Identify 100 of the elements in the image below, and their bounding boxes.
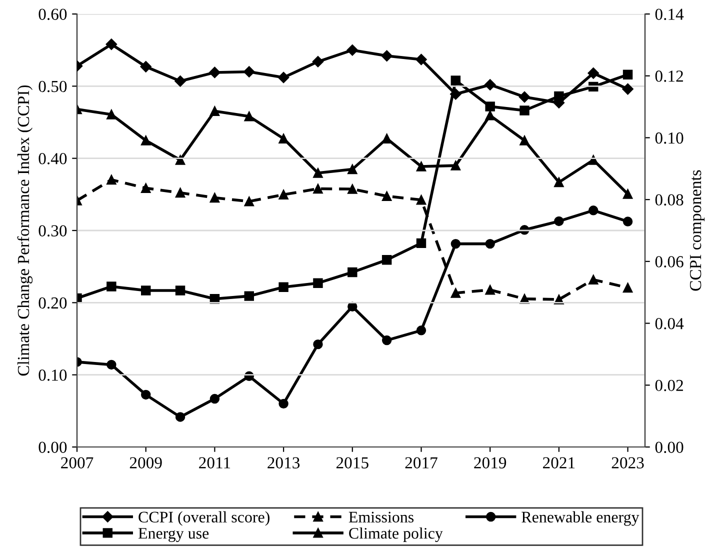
point	[106, 360, 116, 370]
point	[244, 112, 254, 122]
point	[382, 335, 392, 346]
point	[278, 398, 288, 409]
point	[106, 282, 116, 292]
point	[312, 56, 324, 68]
point	[416, 238, 426, 248]
point	[382, 191, 392, 202]
point	[209, 66, 220, 78]
point	[416, 326, 426, 336]
point	[175, 412, 186, 422]
y-tick-label: 0.40	[38, 153, 67, 164]
x-tick-label: 2021	[543, 457, 575, 468]
legend-label: Emissions	[348, 512, 414, 523]
y-axis-title: Climate Change Performance Index (CCPI)	[17, 85, 33, 376]
y2-axis-title: CCPI components	[690, 170, 705, 291]
point	[518, 91, 530, 103]
y2-tick-label: 0.08	[655, 194, 684, 206]
point	[520, 106, 530, 116]
point	[520, 136, 530, 146]
point	[588, 274, 598, 285]
y-tick-label: 0.10	[38, 370, 67, 381]
y-tick-label: 0.00	[38, 442, 67, 454]
point	[140, 183, 151, 193]
point	[313, 168, 323, 178]
y2-tick-label: 0.10	[655, 132, 684, 144]
point	[348, 164, 358, 174]
x-tick-label: 2015	[336, 457, 368, 468]
point	[278, 282, 288, 292]
point	[450, 76, 461, 86]
point	[450, 288, 461, 298]
point	[622, 70, 633, 80]
x-tick-label: 2007	[61, 457, 94, 468]
point	[210, 106, 220, 116]
point	[485, 238, 495, 249]
point	[382, 255, 392, 265]
point	[485, 285, 495, 295]
point	[278, 134, 288, 144]
x-tick-label: 2011	[199, 457, 230, 468]
point	[278, 72, 290, 84]
point	[140, 286, 151, 296]
point	[450, 238, 461, 249]
y-tick-label: 0.50	[38, 80, 67, 92]
legend-label: Climate policy	[349, 527, 443, 542]
y2-tick-label: 0.00	[655, 442, 684, 454]
point	[348, 184, 358, 194]
y2-tick-label: 0.02	[655, 380, 683, 392]
point	[313, 184, 323, 194]
point	[381, 50, 392, 62]
point	[244, 291, 254, 301]
point	[210, 192, 220, 203]
point	[622, 282, 633, 293]
legend-label: Energy use	[138, 528, 209, 542]
point	[622, 83, 634, 95]
point	[175, 155, 186, 165]
point	[588, 68, 599, 79]
y2-tick-label: 0.06	[655, 256, 684, 268]
point	[106, 174, 116, 185]
point	[554, 177, 564, 188]
point	[588, 206, 598, 216]
point	[106, 110, 116, 120]
point	[348, 267, 358, 278]
point	[278, 190, 288, 200]
point	[622, 189, 633, 199]
x-tick-label: 2023	[612, 457, 644, 468]
legend-label: Renewable energy	[522, 511, 640, 526]
point	[416, 162, 426, 172]
point	[244, 196, 254, 206]
y2-tick-label: 0.12	[655, 70, 683, 82]
point	[485, 102, 495, 112]
point	[106, 38, 118, 50]
point	[244, 66, 255, 78]
x-tick-label: 2019	[474, 457, 506, 468]
point	[554, 216, 564, 226]
y-tick-label: 0.30	[38, 225, 67, 237]
y-tick-label: 0.60	[38, 8, 67, 20]
y2-tick-label: 0.14	[655, 8, 684, 20]
point	[313, 339, 323, 350]
point	[416, 195, 426, 205]
point	[588, 155, 598, 165]
y2-tick-label: 0.04	[655, 318, 684, 330]
point	[346, 44, 358, 56]
point	[382, 134, 392, 144]
point	[140, 61, 152, 72]
point	[484, 79, 496, 90]
point	[622, 216, 633, 226]
point	[313, 278, 323, 288]
point	[175, 286, 186, 296]
point	[174, 76, 186, 87]
point	[140, 390, 151, 400]
x-tick-label: 2009	[130, 457, 162, 468]
point	[210, 394, 220, 404]
point	[175, 188, 186, 198]
point	[485, 110, 495, 120]
point	[450, 88, 462, 100]
legend-label: CCPI (overall score)	[138, 511, 270, 526]
point	[416, 54, 427, 66]
x-tick-label: 2017	[405, 457, 438, 468]
point	[140, 136, 151, 146]
point	[450, 160, 461, 170]
